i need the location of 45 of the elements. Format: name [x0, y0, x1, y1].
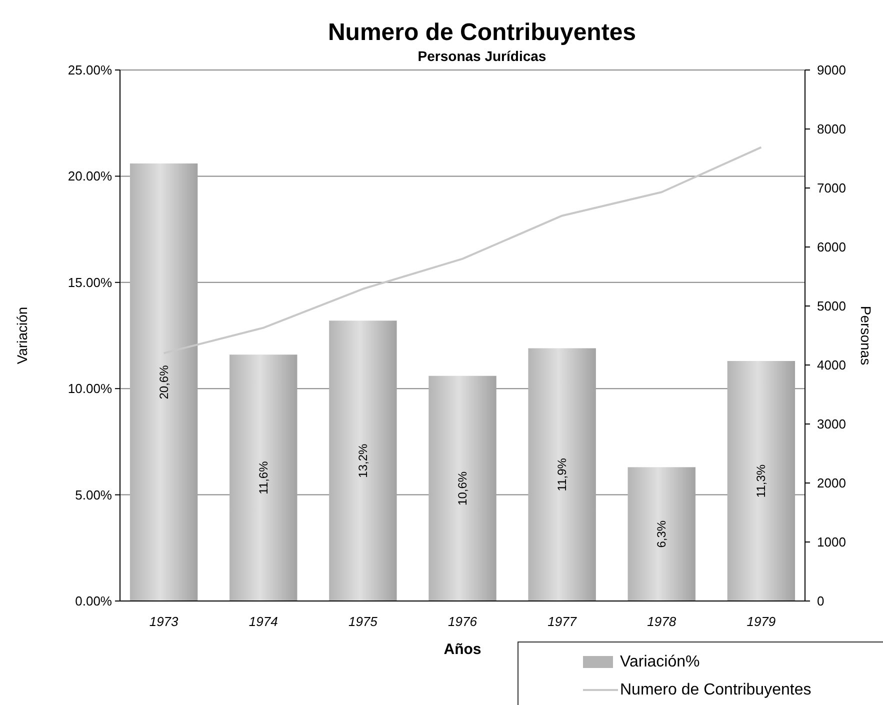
data-label: 10,6% [456, 471, 470, 506]
x-tick-label: 1973 [149, 614, 180, 629]
y-tick-label: 25.00% [68, 62, 112, 78]
data-label: 20,6% [156, 364, 171, 400]
bar [428, 376, 496, 601]
x-tick-label: 1979 [746, 614, 776, 629]
legend-label: Variación% [620, 654, 700, 670]
chart-title: Numero de Contribuyentes [328, 19, 636, 46]
y2-tick-label: 8000 [817, 122, 846, 136]
y2-tick-label: 0 [817, 594, 824, 608]
y-tick-label: 20.00% [68, 168, 112, 184]
line-series [162, 146, 762, 354]
x-tick-label: 1975 [348, 614, 378, 629]
x-tick-label: 1976 [448, 614, 478, 629]
data-label: 13,2% [356, 443, 370, 478]
y-tick-label: 15.00% [68, 274, 112, 290]
data-label: 11,9% [555, 458, 570, 492]
bar [727, 360, 796, 601]
x-tick-label: 1978 [647, 614, 677, 629]
data-label: 6,3% [654, 520, 669, 548]
y2-tick-label: 1000 [817, 534, 846, 550]
bar [628, 467, 696, 601]
y-tick-label: 5.00% [75, 487, 112, 502]
y2-tick-label: 4000 [817, 358, 846, 372]
bar [528, 348, 596, 601]
data-label: 11,6% [256, 460, 270, 494]
y2-tick-label: 6000 [817, 240, 846, 254]
y2-tick-label: 7000 [817, 180, 846, 196]
x-tick-label: 1977 [548, 614, 578, 629]
y2-tick-label: 2000 [817, 476, 846, 490]
y2-tick-label: 3000 [817, 416, 846, 432]
x-axis-title: Años [444, 641, 482, 658]
y2-tick-label: 9000 [817, 62, 846, 78]
y2-axis-title: Personas [858, 306, 874, 366]
y-tick-label: 0.00% [75, 594, 112, 608]
chart-subtitle: Personas Jurídicas [418, 48, 546, 64]
bar [130, 163, 198, 601]
bar [329, 320, 397, 601]
bar [230, 354, 298, 601]
y2-tick-label: 5000 [817, 298, 846, 314]
data-label: 11,3% [754, 464, 768, 498]
x-tick-label: 1974 [248, 614, 278, 629]
y-tick-label: 10.00% [68, 381, 112, 396]
legend-label: Numero de Contribuyentes [620, 682, 812, 698]
y-axis-title: Variación [14, 306, 30, 364]
